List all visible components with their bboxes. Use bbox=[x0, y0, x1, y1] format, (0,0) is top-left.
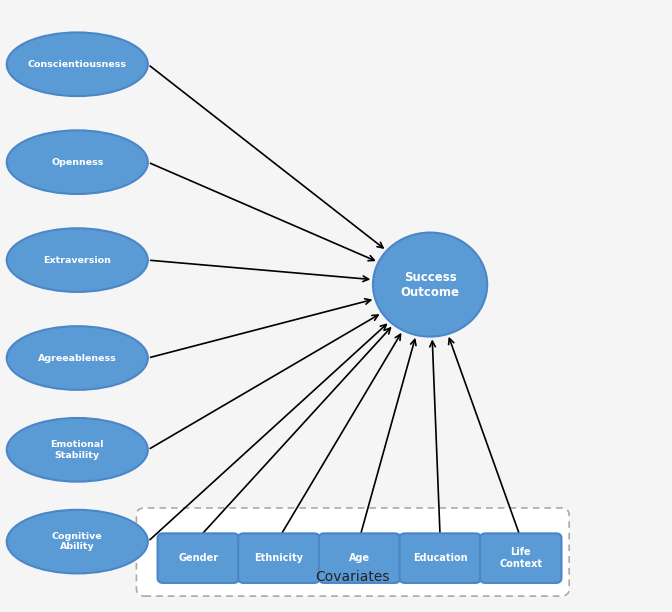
Text: Conscientiousness: Conscientiousness bbox=[28, 60, 127, 69]
FancyBboxPatch shape bbox=[399, 533, 481, 583]
Ellipse shape bbox=[7, 32, 148, 96]
Ellipse shape bbox=[373, 233, 487, 337]
FancyBboxPatch shape bbox=[480, 533, 562, 583]
FancyBboxPatch shape bbox=[238, 533, 320, 583]
Text: Gender: Gender bbox=[178, 553, 218, 563]
Ellipse shape bbox=[7, 228, 148, 292]
Text: Openness: Openness bbox=[51, 158, 103, 166]
Text: Extraversion: Extraversion bbox=[43, 256, 112, 264]
Text: Education: Education bbox=[413, 553, 468, 563]
Text: Covariates: Covariates bbox=[316, 570, 390, 584]
Ellipse shape bbox=[7, 418, 148, 482]
FancyBboxPatch shape bbox=[157, 533, 239, 583]
Ellipse shape bbox=[7, 326, 148, 390]
Text: Cognitive
Ability: Cognitive Ability bbox=[52, 532, 103, 551]
Ellipse shape bbox=[7, 510, 148, 573]
Ellipse shape bbox=[7, 130, 148, 194]
Text: Age: Age bbox=[349, 553, 370, 563]
Text: Emotional
Stability: Emotional Stability bbox=[50, 440, 104, 460]
Text: Ethnicity: Ethnicity bbox=[255, 553, 303, 563]
FancyBboxPatch shape bbox=[319, 533, 401, 583]
FancyBboxPatch shape bbox=[136, 508, 569, 596]
Text: Success
Outcome: Success Outcome bbox=[401, 271, 460, 299]
Text: Agreeableness: Agreeableness bbox=[38, 354, 117, 362]
Text: Life
Context: Life Context bbox=[499, 547, 542, 569]
